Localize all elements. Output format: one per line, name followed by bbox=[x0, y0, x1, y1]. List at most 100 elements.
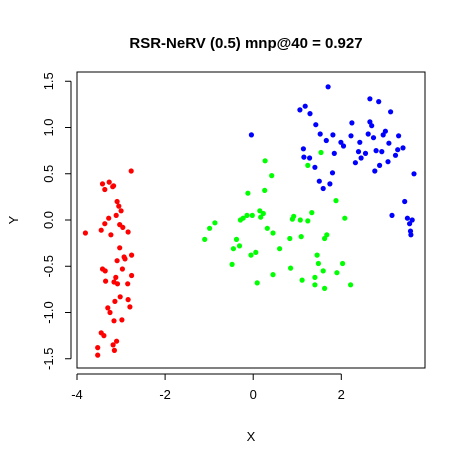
data-point bbox=[407, 221, 413, 227]
data-point bbox=[103, 278, 109, 284]
data-point bbox=[300, 146, 306, 152]
data-point bbox=[270, 230, 276, 236]
data-point bbox=[323, 137, 329, 144]
data-point bbox=[313, 122, 319, 128]
data-point bbox=[340, 260, 346, 267]
data-point bbox=[129, 252, 135, 258]
data-point bbox=[314, 252, 320, 258]
data-point bbox=[305, 218, 311, 224]
x-tick-label: -2 bbox=[159, 387, 171, 402]
data-point bbox=[110, 342, 116, 348]
data-point bbox=[312, 274, 318, 280]
data-point bbox=[260, 210, 266, 217]
y-axis: -1.5 -1.0 -0.5 0.0 0.5 1.0 1.5 bbox=[41, 72, 72, 370]
data-point bbox=[297, 217, 303, 223]
data-point bbox=[120, 224, 126, 230]
data-point bbox=[297, 107, 303, 113]
data-point bbox=[287, 235, 293, 242]
data-point bbox=[117, 294, 123, 300]
data-point bbox=[257, 208, 263, 214]
data-point bbox=[127, 304, 133, 310]
data-point bbox=[262, 187, 268, 193]
y-tick-label: 0.5 bbox=[41, 165, 56, 183]
data-point bbox=[108, 232, 114, 238]
data-point bbox=[340, 143, 347, 149]
data-point bbox=[333, 198, 339, 204]
data-point bbox=[327, 181, 333, 187]
data-point bbox=[402, 198, 408, 205]
data-point bbox=[382, 128, 388, 134]
data-point bbox=[322, 235, 328, 242]
data-point bbox=[102, 268, 108, 274]
data-point bbox=[342, 215, 348, 221]
data-point bbox=[128, 168, 134, 174]
y-tick-label: -0.5 bbox=[41, 255, 56, 277]
data-point bbox=[107, 309, 113, 316]
data-point bbox=[329, 170, 336, 176]
data-point bbox=[230, 246, 236, 252]
data-point bbox=[362, 150, 369, 156]
data-point bbox=[408, 232, 414, 238]
data-point bbox=[409, 217, 415, 223]
data-point bbox=[101, 333, 107, 339]
data-point bbox=[289, 216, 295, 222]
data-point bbox=[331, 150, 337, 156]
data-point bbox=[245, 190, 251, 196]
data-point bbox=[376, 99, 382, 105]
plot-area-border bbox=[76, 71, 426, 369]
data-point bbox=[373, 148, 379, 154]
data-point bbox=[114, 338, 120, 344]
data-point bbox=[298, 234, 304, 240]
data-point bbox=[322, 285, 328, 291]
data-point bbox=[82, 230, 88, 236]
x-tick-label: 2 bbox=[338, 387, 345, 402]
data-point bbox=[229, 261, 235, 267]
data-point bbox=[110, 184, 116, 190]
data-point bbox=[388, 109, 394, 115]
y-tick-label: 1.0 bbox=[41, 118, 56, 136]
data-point bbox=[377, 162, 383, 168]
data-point bbox=[114, 198, 120, 205]
data-point bbox=[262, 158, 268, 164]
data-point bbox=[248, 132, 254, 138]
data-point bbox=[102, 186, 108, 193]
data-point bbox=[99, 181, 106, 187]
data-point bbox=[330, 132, 336, 138]
data-point bbox=[125, 281, 131, 287]
data-point bbox=[244, 212, 250, 218]
data-point bbox=[389, 212, 395, 218]
data-point bbox=[129, 272, 135, 279]
data-point bbox=[111, 347, 117, 353]
data-points bbox=[82, 84, 417, 358]
data-point bbox=[367, 96, 373, 102]
data-point bbox=[357, 139, 363, 145]
data-point bbox=[258, 214, 264, 220]
data-point bbox=[369, 123, 375, 129]
data-point bbox=[385, 159, 391, 165]
data-point bbox=[119, 266, 125, 272]
y-tick-label: -1.0 bbox=[41, 301, 56, 323]
data-point bbox=[102, 221, 108, 227]
data-point bbox=[320, 185, 326, 192]
data-point bbox=[125, 229, 131, 235]
data-point bbox=[334, 270, 340, 276]
data-point bbox=[113, 212, 119, 218]
data-point bbox=[98, 227, 104, 233]
x-tick-label: 0 bbox=[250, 387, 257, 402]
data-point bbox=[302, 103, 308, 109]
data-point bbox=[212, 220, 218, 226]
data-point bbox=[315, 260, 321, 267]
data-point bbox=[277, 246, 283, 252]
data-point bbox=[118, 208, 124, 214]
data-point bbox=[396, 133, 402, 139]
data-point bbox=[318, 149, 324, 156]
data-point bbox=[95, 352, 101, 358]
data-point bbox=[349, 120, 355, 126]
data-point bbox=[312, 164, 318, 170]
y-axis-label: Y bbox=[6, 215, 21, 224]
data-point bbox=[307, 111, 313, 117]
chart-title: RSR-NeRV (0.5) mnp@40 = 0.927 bbox=[129, 35, 362, 52]
x-axis-label: X bbox=[247, 429, 256, 444]
data-point bbox=[348, 282, 354, 288]
data-point bbox=[317, 131, 323, 137]
